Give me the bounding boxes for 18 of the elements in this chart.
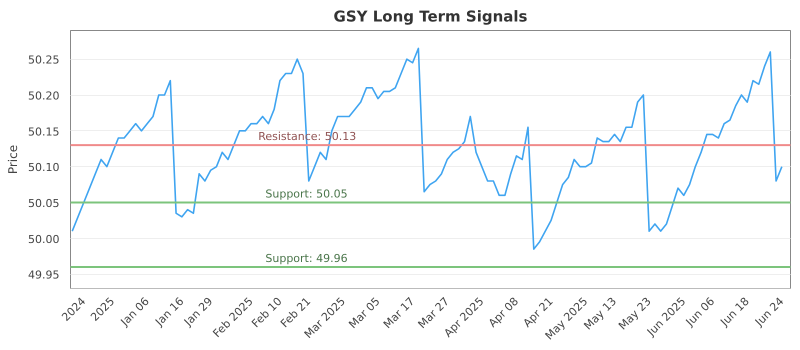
y-tick-label: 50.20 (28, 90, 60, 102)
chart-title: GSY Long Term Signals (334, 8, 528, 26)
x-tick-label: Jun 24 (752, 294, 786, 330)
y-axis-title: Price (6, 144, 20, 174)
y-tick-label: 50.25 (28, 54, 60, 67)
y-tick-label: 50.10 (28, 161, 60, 174)
y-tick-label: 50.00 (28, 232, 60, 246)
y-tick-label: 50.15 (28, 125, 60, 138)
ref-line-label: Support: 50.05 (265, 188, 348, 200)
x-tick-label: Mar 17 (380, 294, 418, 332)
ref-line-label: Support: 49.96 (265, 252, 348, 265)
x-tick-label: Apr 08 (486, 294, 522, 330)
x-tick-label: Jan 06 (118, 294, 152, 330)
y-tick-label: 49.95 (28, 268, 60, 282)
y-tick-label: 50.05 (28, 197, 60, 210)
x-tick-label: Mar 05 (346, 294, 383, 332)
x-tick-label: Jun 18 (717, 294, 752, 330)
line-series (71, 48, 783, 250)
